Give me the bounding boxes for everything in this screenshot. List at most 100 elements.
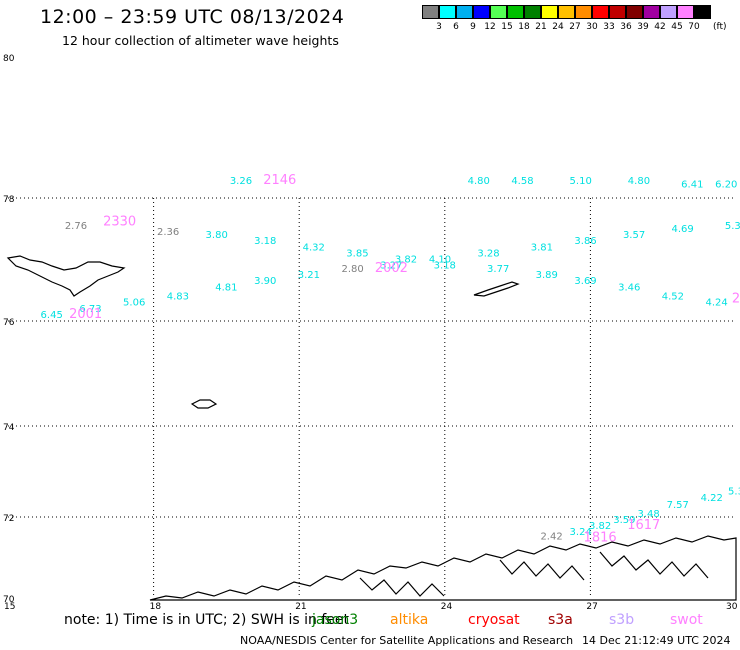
wave-height-value: 3.18 [434,261,456,272]
legend-swatch [575,5,592,19]
longitude-label: 18 [150,602,162,612]
wave-height-value: 3.82 [395,255,417,266]
satellite-name: s3b [609,612,635,628]
wave-height-value: 2.42 [540,531,562,542]
wave-height-value: 3.57 [623,230,645,241]
legend-swatch [473,5,490,19]
legend-swatch [592,5,609,19]
wave-height-value: 3.89 [536,270,558,281]
longitude-label: 30 [726,602,738,612]
wave-height-value: 4.32 [303,242,325,253]
latitude-label: 80 [3,54,15,64]
legend-swatch [490,5,507,19]
legend-swatch [660,5,677,19]
latitude-label: 76 [3,318,15,328]
wave-height-value: 7.57 [667,500,689,511]
wave-height-value: 3.69 [574,276,596,287]
satellite-name: jason3 [312,612,359,628]
bjornoya-coast [190,399,218,409]
legend-unit: (ft) [713,22,727,32]
map-subtitle: 12 hour collection of altimeter wave hei… [62,33,339,48]
legend-swatch [694,5,711,19]
wave-height-value: 4.10 [429,255,451,266]
wave-height-value: 4.81 [215,282,237,293]
legend-swatch [507,5,524,19]
footer-note: note: 1) Time is in UTC; 2) SWH is in fe… [64,612,350,628]
legend-label: 39 [637,22,649,32]
wave-height-value: 3.26 [230,176,252,187]
graticule [8,197,736,598]
pass-time-label: 2146 [263,173,296,188]
legend-label: 21 [535,22,547,32]
coastline [6,255,737,601]
legend-label: 30 [586,22,598,32]
longitude-label: 24 [441,602,453,612]
legend-swatch [524,5,541,19]
longitude-label: 27 [586,602,597,612]
generated-timestamp: 14 Dec 21:12:49 UTC 2024 [582,634,731,647]
map-title: 12:00 – 23:59 UTC 08/13/2024 [40,6,345,28]
wave-height-values: 3.26 4.80 4.58 5.10 4.80 6.41 6.20 2.76 2.36 3.80… [41,176,740,542]
legend-swatch [439,5,456,19]
wave-height-value: 2.80 [341,264,363,275]
wave-height-value: 3.86 [574,236,596,247]
latitude-label: 78 [3,195,15,205]
wave-height-value: 5.31 [725,221,740,232]
longitude-label: 21 [295,602,306,612]
legend-swatch [558,5,575,19]
legend-label: 9 [470,22,476,32]
legend-label: 15 [501,22,513,32]
pass-time-label: 2002 [375,261,408,276]
wave-height-value: 4.24 [705,298,727,309]
wave-height-value: 5.10 [570,176,592,187]
wave-height-value: 4.52 [662,291,684,302]
legend-label: 70 [688,22,700,32]
legend-swatch [541,5,558,19]
wave-height-value: 3.81 [531,242,553,253]
legend-label: 6 [453,22,459,32]
wave-height-value: 3.80 [206,230,228,241]
wave-height-value: 5.06 [123,298,145,309]
wave-height-value: 3.59 [613,515,635,526]
kong-karls-land-coast [473,281,520,297]
wave-height-value: 5.3 [728,486,740,497]
credit-line: NOAA/NESDIS Center for Satellite Applica… [240,634,574,647]
legend-label: 24 [552,22,564,32]
wave-height-value: 6.20 [715,179,737,190]
wave-height-value: 6.73 [79,304,101,315]
wave-height-value: 4.83 [167,291,189,302]
pass-time-label: 1617 [627,518,660,533]
wave-height-value: 4.80 [628,176,650,187]
wave-height-value: 3.48 [638,509,660,520]
norway-coast [149,535,737,601]
latitude-label: 74 [3,423,15,433]
legend-label: 3 [436,22,442,32]
satellite-name: altika [390,612,429,628]
wave-height-value: 3.77 [487,264,509,275]
latitude-label: 70 [3,595,15,605]
svalbard-coast [6,255,126,297]
legend-label: 18 [518,22,530,32]
wave-height-value: 3.90 [254,276,276,287]
wave-height-value: 3.46 [618,282,640,293]
wave-height-value: 6.45 [41,310,63,321]
legend-swatch [609,5,626,19]
wave-height-value: 3.85 [346,248,368,259]
pass-time-label: 2 [732,292,740,307]
wave-height-value: 3.21 [298,270,320,281]
wave-height-value: 3.28 [477,248,499,259]
norway-fjord [359,577,445,597]
pass-time-label: 2001 [69,307,102,322]
legend-swatch [422,5,439,19]
wave-height-value: 6.41 [681,179,703,190]
wave-height-value: 3.27 [380,261,402,272]
longitude-label: 15 [4,602,15,612]
satellite-name: swot [670,612,703,628]
legend-swatch [456,5,473,19]
norway-fjord [499,559,585,581]
wave-height-value: 4.80 [468,176,490,187]
legend-swatch [677,5,694,19]
legend-swatch [643,5,660,19]
pass-time-labels: 2146 2330 2002 2001 2 1617 1816 [69,173,740,545]
